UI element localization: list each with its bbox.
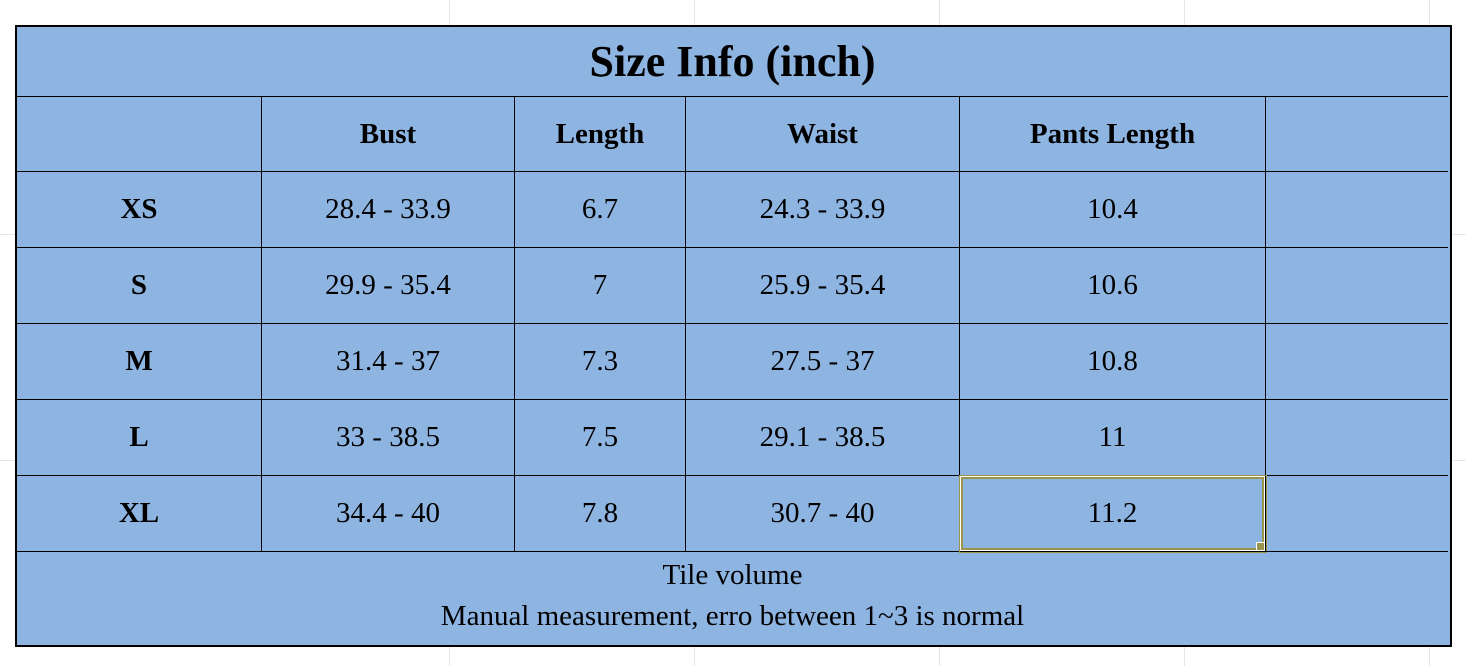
- cell-bust-l[interactable]: 33 - 38.5: [262, 400, 515, 476]
- column-header-pants-length[interactable]: Pants Length: [960, 97, 1266, 172]
- cell-size-xs[interactable]: XS: [17, 172, 262, 248]
- footer-line-1: Tile volume: [662, 558, 803, 591]
- column-header-length[interactable]: Length: [515, 97, 686, 172]
- footer-line-2: Manual measurement, erro between 1~3 is …: [440, 599, 1025, 632]
- cell-waist-s[interactable]: 25.9 - 35.4: [686, 248, 960, 324]
- size-chart-table: Size Info (inch) Bust Length Waist Pants…: [15, 25, 1452, 647]
- cell-pants-m[interactable]: 10.8: [960, 324, 1266, 400]
- cell-waist-l[interactable]: 29.1 - 38.5: [686, 400, 960, 476]
- footer-note[interactable]: Tile volume Manual measurement, erro bet…: [17, 552, 1448, 645]
- cell-waist-xs[interactable]: 24.3 - 33.9: [686, 172, 960, 248]
- table-title[interactable]: Size Info (inch): [17, 27, 1448, 97]
- cell-length-l[interactable]: 7.5: [515, 400, 686, 476]
- cell-length-m[interactable]: 7.3: [515, 324, 686, 400]
- cell-bust-s[interactable]: 29.9 - 35.4: [262, 248, 515, 324]
- cell-empty-xl[interactable]: [1266, 476, 1448, 552]
- cell-size-m[interactable]: M: [17, 324, 262, 400]
- cell-waist-xl[interactable]: 30.7 - 40: [686, 476, 960, 552]
- cell-bust-xl[interactable]: 34.4 - 40: [262, 476, 515, 552]
- cell-empty-l[interactable]: [1266, 400, 1448, 476]
- cell-pants-l[interactable]: 11: [960, 400, 1266, 476]
- cell-length-s[interactable]: 7: [515, 248, 686, 324]
- cell-bust-m[interactable]: 31.4 - 37: [262, 324, 515, 400]
- cell-pants-s[interactable]: 10.6: [960, 248, 1266, 324]
- cell-pants-xs[interactable]: 10.4: [960, 172, 1266, 248]
- cell-size-xl[interactable]: XL: [17, 476, 262, 552]
- cell-empty-xs[interactable]: [1266, 172, 1448, 248]
- cell-bust-xs[interactable]: 28.4 - 33.9: [262, 172, 515, 248]
- column-header-waist[interactable]: Waist: [686, 97, 960, 172]
- cell-empty-s[interactable]: [1266, 248, 1448, 324]
- cell-size-l[interactable]: L: [17, 400, 262, 476]
- selected-cell-pants-xl[interactable]: 11.2: [960, 476, 1266, 552]
- cell-waist-m[interactable]: 27.5 - 37: [686, 324, 960, 400]
- cell-size-s[interactable]: S: [17, 248, 262, 324]
- column-header-empty-right[interactable]: [1266, 97, 1448, 172]
- cell-empty-m[interactable]: [1266, 324, 1448, 400]
- column-header-empty[interactable]: [17, 97, 262, 172]
- cell-length-xl[interactable]: 7.8: [515, 476, 686, 552]
- column-header-bust[interactable]: Bust: [262, 97, 515, 172]
- cell-length-xs[interactable]: 6.7: [515, 172, 686, 248]
